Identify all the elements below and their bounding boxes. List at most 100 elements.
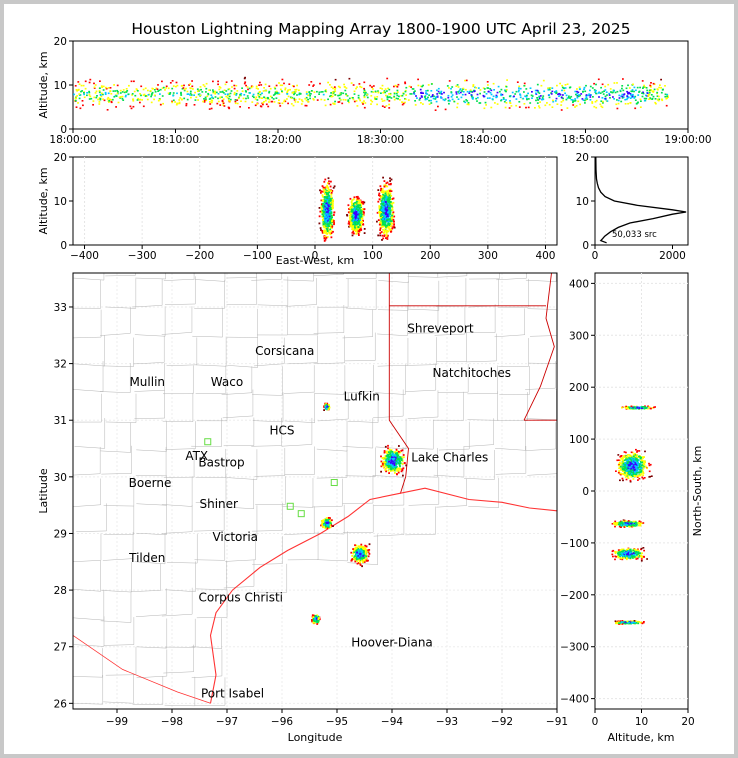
time-height-source bbox=[109, 87, 112, 89]
time-height-source bbox=[277, 92, 280, 94]
time-height-source bbox=[599, 103, 602, 106]
time-height-source bbox=[383, 106, 386, 108]
east-west-source bbox=[358, 219, 360, 222]
time-height-source bbox=[149, 90, 152, 92]
time-height-source bbox=[233, 84, 236, 87]
map-source bbox=[390, 468, 393, 471]
time-height-source bbox=[167, 92, 170, 95]
county-line bbox=[163, 644, 194, 674]
time-height-source bbox=[329, 84, 331, 86]
time-height-source bbox=[219, 91, 222, 93]
time-height-source bbox=[316, 99, 319, 101]
time-height-source bbox=[348, 97, 351, 100]
east-west-source bbox=[353, 196, 356, 199]
north-south-source bbox=[616, 459, 619, 462]
time-height-source bbox=[638, 90, 641, 93]
time-height-source bbox=[483, 107, 486, 110]
east-west-source bbox=[355, 228, 357, 231]
north-south-source bbox=[631, 451, 634, 454]
time-height-source bbox=[501, 93, 504, 96]
north-south-source bbox=[634, 475, 636, 477]
map-source bbox=[398, 456, 400, 459]
east-west-source bbox=[347, 222, 350, 225]
east-west-source bbox=[381, 216, 383, 218]
time-height-source bbox=[259, 81, 261, 84]
county-line bbox=[464, 449, 495, 480]
county-line bbox=[343, 364, 374, 394]
time-height-source bbox=[404, 90, 407, 93]
time-height-source bbox=[248, 87, 251, 90]
time-height-source bbox=[90, 97, 93, 100]
east-west-source bbox=[353, 232, 355, 235]
county-line bbox=[342, 309, 374, 339]
north-south-source bbox=[642, 477, 645, 480]
time-height-source bbox=[594, 91, 596, 93]
time-height-source bbox=[432, 97, 435, 100]
time-height-source bbox=[131, 94, 133, 96]
north-south-source bbox=[630, 464, 633, 467]
time-height-source bbox=[78, 93, 81, 95]
east-west-source bbox=[377, 189, 380, 191]
county-line bbox=[342, 418, 374, 449]
map-source bbox=[385, 465, 388, 468]
time-height-source bbox=[430, 99, 432, 102]
north-south-source bbox=[641, 464, 643, 467]
time-height-source bbox=[461, 90, 463, 92]
time-height-source bbox=[286, 90, 289, 92]
east-west-source bbox=[329, 199, 332, 202]
north-south-source bbox=[624, 476, 627, 478]
time-height-source bbox=[420, 102, 422, 104]
time-height-source bbox=[527, 98, 530, 100]
map-source bbox=[386, 463, 389, 465]
time-height-source bbox=[446, 85, 449, 87]
north-south-source bbox=[641, 461, 644, 464]
north-south-source bbox=[619, 473, 622, 476]
map-source bbox=[391, 451, 394, 453]
time-height-source bbox=[268, 101, 270, 103]
county-line bbox=[347, 392, 379, 423]
county-line bbox=[498, 338, 529, 367]
city-label: Shreveport bbox=[407, 321, 474, 335]
east-west-source bbox=[321, 213, 324, 216]
time-height-source bbox=[386, 77, 389, 80]
east-west-source bbox=[326, 219, 329, 222]
time-height-source bbox=[308, 84, 311, 86]
map-source bbox=[353, 557, 355, 560]
east-west-source bbox=[358, 230, 361, 233]
north-south-source bbox=[642, 464, 645, 467]
time-height-source bbox=[565, 98, 568, 101]
map-source bbox=[329, 519, 331, 522]
map-source bbox=[321, 524, 324, 527]
time-height-source bbox=[171, 100, 173, 103]
east-west-source bbox=[390, 220, 393, 223]
east-west-source bbox=[393, 215, 396, 218]
map-source bbox=[361, 565, 363, 568]
county-boundaries bbox=[73, 273, 557, 707]
north-south-source bbox=[626, 461, 629, 464]
east-west-source bbox=[383, 218, 385, 221]
time-height-source bbox=[113, 84, 115, 86]
time-height-source bbox=[626, 95, 629, 98]
time-height-source bbox=[370, 90, 373, 93]
east-west-source bbox=[351, 210, 354, 213]
map-source bbox=[355, 544, 358, 547]
east-west-source bbox=[393, 226, 396, 229]
time-height-source bbox=[562, 99, 565, 102]
time-height-source bbox=[486, 87, 489, 89]
time-height-source bbox=[547, 87, 549, 89]
time-height-source bbox=[133, 80, 135, 83]
time-height-source bbox=[531, 91, 533, 93]
map-ytick: 27 bbox=[54, 642, 67, 654]
north-south-source bbox=[631, 457, 634, 460]
time-height-source bbox=[165, 87, 167, 89]
time-height-source bbox=[125, 88, 128, 90]
east-west-source bbox=[346, 214, 349, 217]
east-west-source bbox=[389, 201, 392, 203]
time-height-source bbox=[490, 93, 493, 96]
north-south-source bbox=[619, 479, 621, 482]
east-west-source bbox=[325, 232, 328, 235]
time-height-source bbox=[305, 96, 308, 99]
time-height-source bbox=[525, 106, 527, 109]
east-west-xtick: 100 bbox=[363, 250, 383, 262]
map-source bbox=[395, 449, 398, 452]
